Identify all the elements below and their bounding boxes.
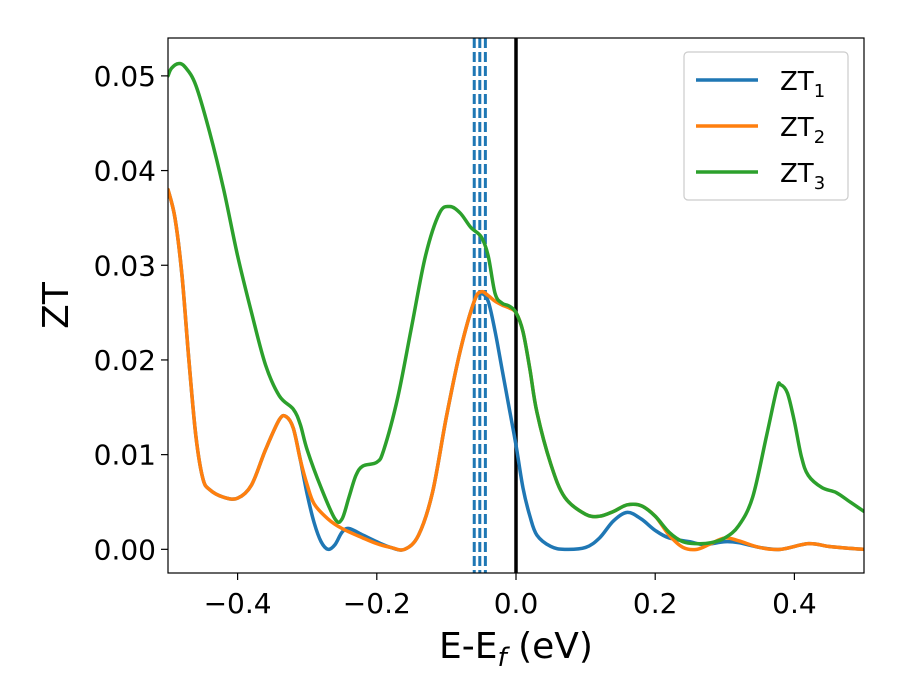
x-axis-ticks: −0.4 −0.2 0.0 0.2 0.4 — [204, 573, 817, 620]
y-tick-label: 0.05 — [94, 60, 156, 93]
legend-label-sub: 2 — [814, 127, 825, 148]
legend-label-main: ZT — [780, 67, 814, 97]
series-line-3 — [168, 61, 864, 546]
y-tick-label: 0.01 — [94, 439, 156, 472]
x-tick-label: 0.0 — [494, 587, 539, 620]
legend-label-2: ZT2 — [780, 113, 825, 148]
x-tick-label: 0.2 — [633, 587, 678, 620]
legend-label-main: ZT — [780, 113, 814, 143]
legend-box — [683, 51, 849, 201]
y-axis-ticks: 0.00 0.01 0.02 0.03 0.04 0.05 — [94, 60, 168, 566]
legend-label-sub: 1 — [814, 81, 825, 102]
x-tick-label: −0.4 — [204, 587, 272, 620]
legend-label-3: ZT3 — [780, 159, 825, 194]
legend-label-sub: 3 — [814, 173, 825, 194]
y-axis-label: ZT — [36, 281, 77, 329]
y-tick-label: 0.04 — [94, 155, 156, 188]
x-tick-label: 0.4 — [772, 587, 817, 620]
legend-label-1: ZT1 — [780, 67, 825, 102]
y-tick-label: 0.03 — [94, 249, 156, 282]
series-line-2 — [168, 187, 864, 552]
y-tick-label: 0.02 — [94, 344, 156, 377]
y-tick-label: 0.00 — [94, 533, 156, 566]
x-tick-label: −0.2 — [343, 587, 411, 620]
x-axis-label-suffix: (eV) — [507, 626, 593, 667]
x-axis-label: E-Ef (eV) — [439, 626, 593, 673]
legend-label-main: ZT — [780, 159, 814, 189]
series-lines — [168, 61, 864, 552]
x-axis-label-main: E-E — [439, 626, 497, 667]
